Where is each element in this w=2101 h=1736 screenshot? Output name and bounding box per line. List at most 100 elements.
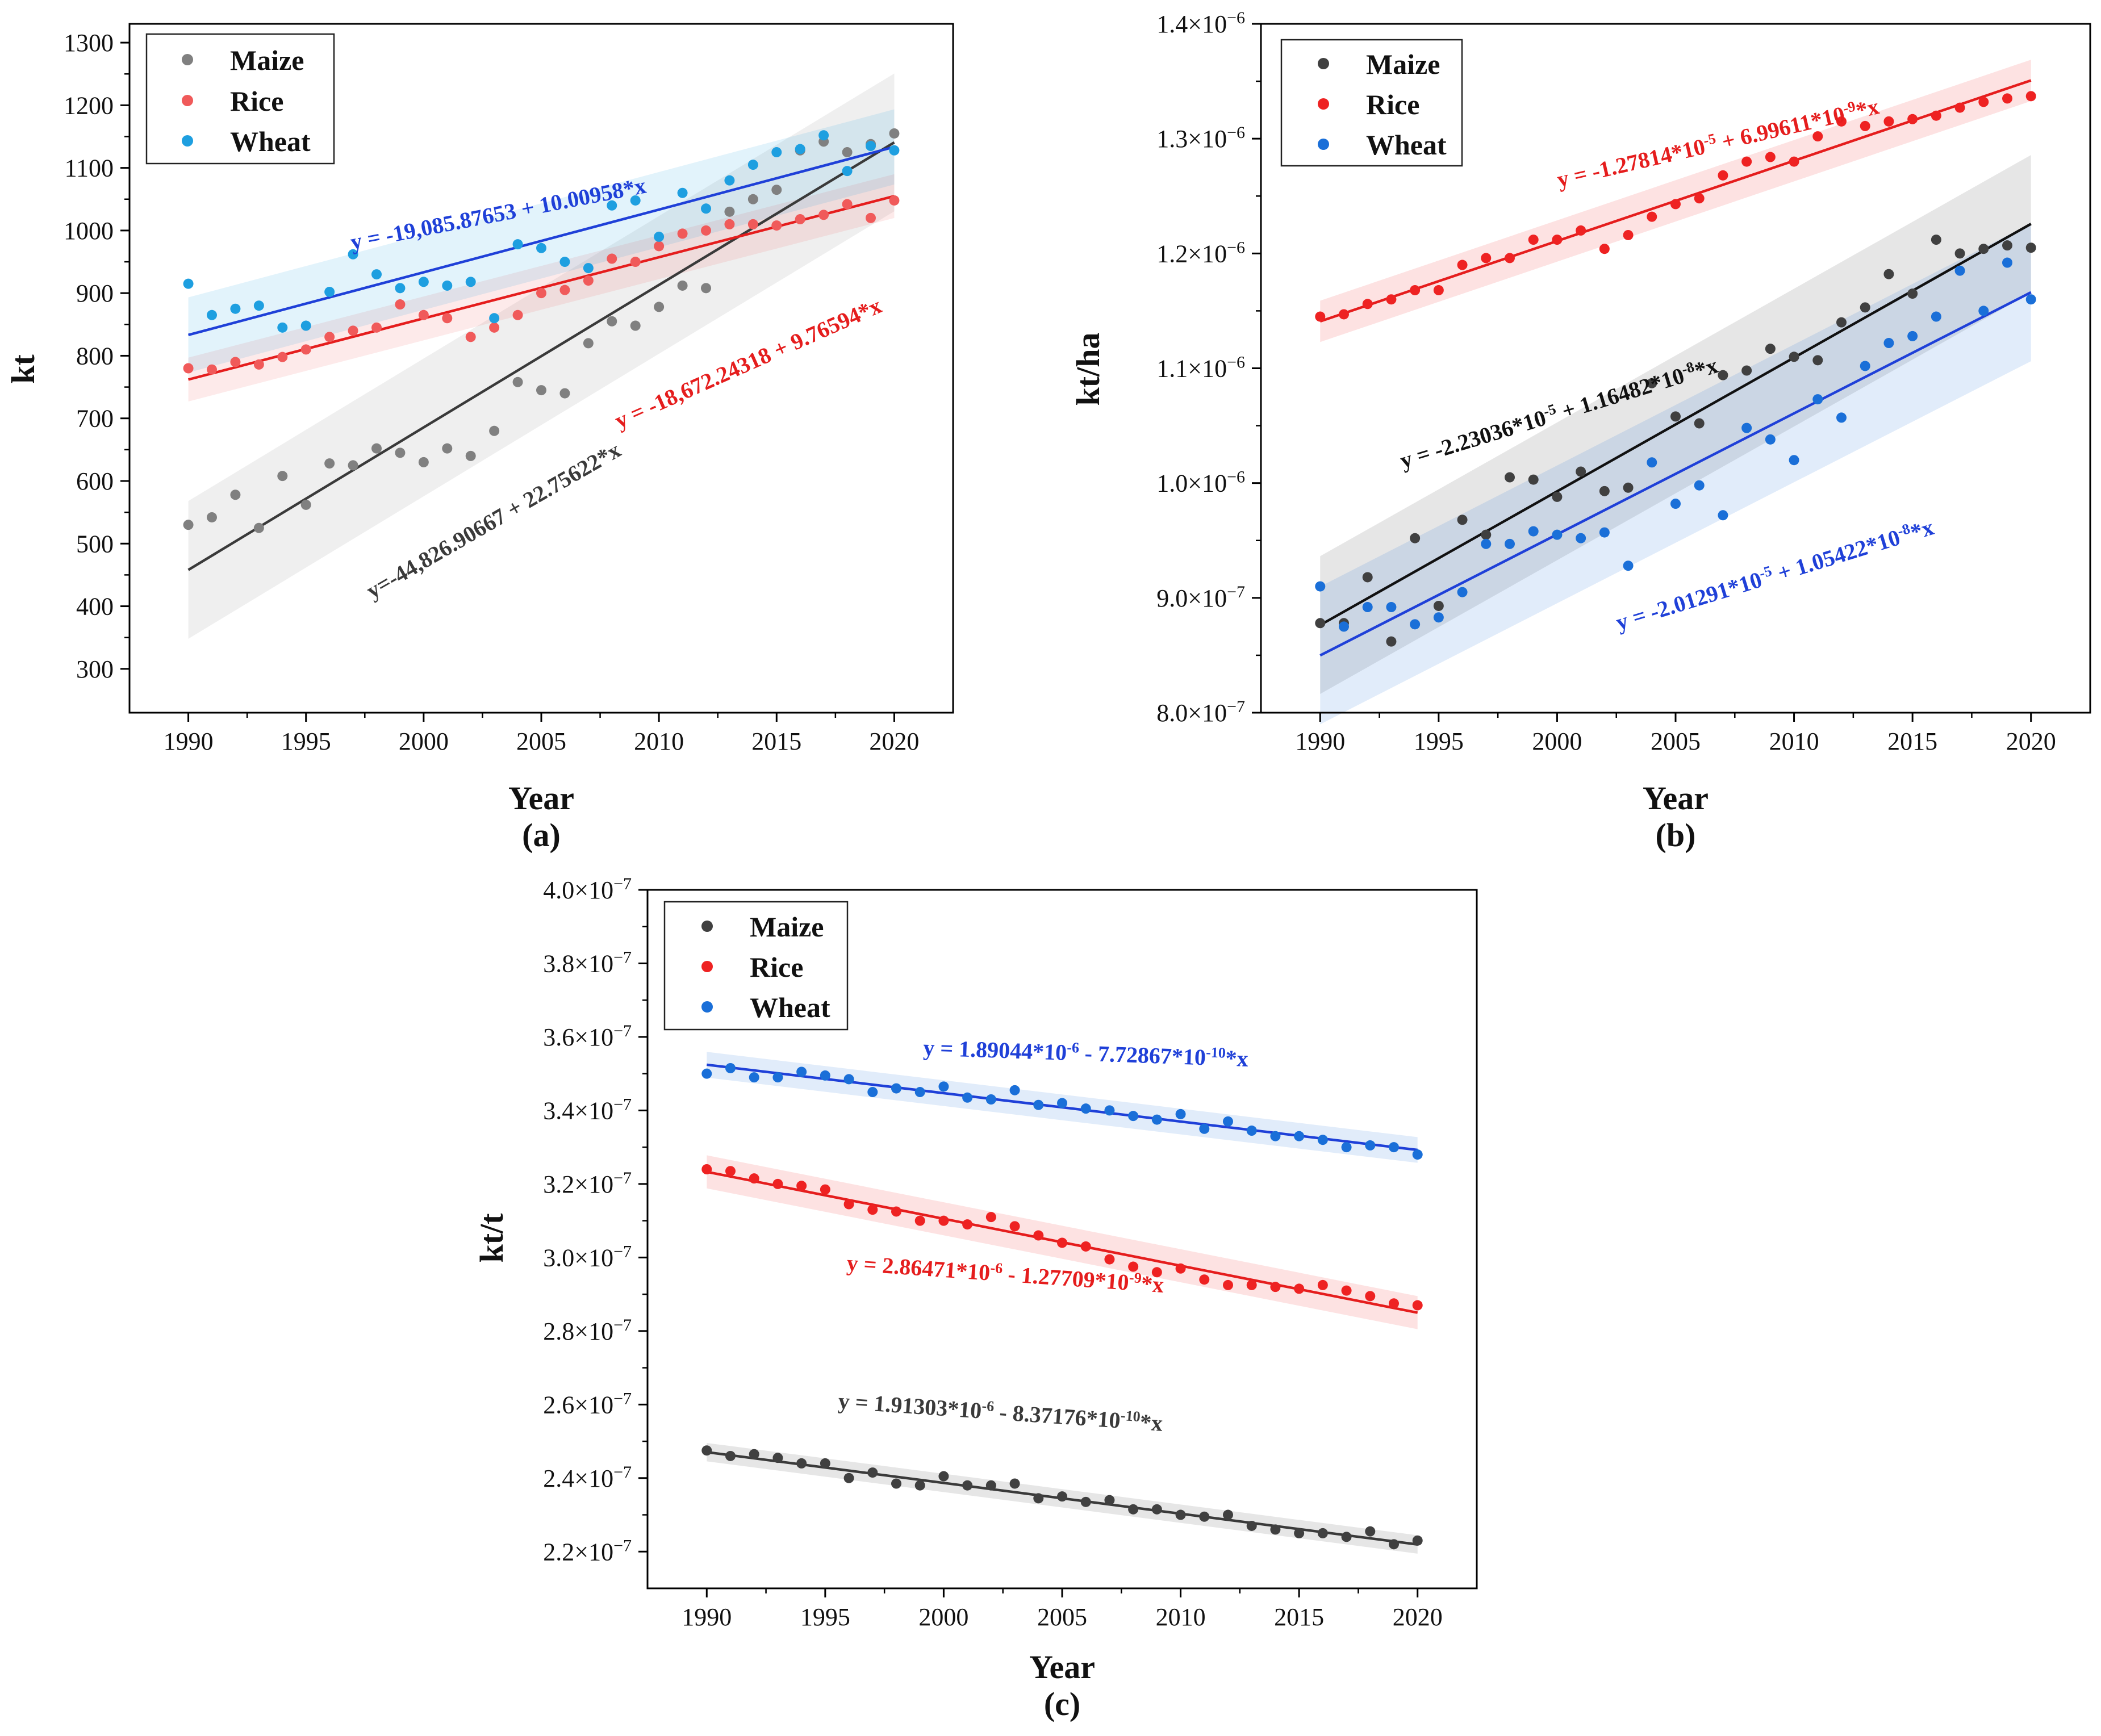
point-maize-2013	[1246, 1520, 1257, 1531]
point-wheat-2016	[1931, 311, 1941, 322]
point-maize-2008	[1128, 1504, 1139, 1515]
point-wheat-2005	[536, 242, 546, 253]
point-maize-2006	[1080, 1496, 1091, 1507]
point-rice-2007	[583, 275, 594, 286]
point-wheat-2013	[724, 175, 735, 186]
point-rice-2020	[2025, 91, 2036, 102]
point-wheat-2000	[938, 1081, 949, 1092]
legend-marker-maize	[182, 54, 193, 65]
legend-box	[1280, 39, 1463, 167]
point-maize-2017	[1954, 248, 1965, 259]
point-maize-2003	[1623, 482, 1634, 493]
point-rice-2020	[1412, 1300, 1423, 1311]
x-tick-label-2010: 2010	[634, 727, 684, 755]
point-maize-1990	[183, 520, 194, 530]
point-maize-1999	[395, 447, 406, 458]
point-maize-2000	[1552, 491, 1563, 502]
point-wheat-2020	[2025, 294, 2036, 305]
point-maize-2018	[1365, 1526, 1376, 1537]
point-wheat-2012	[701, 203, 711, 214]
point-maize-2008	[607, 316, 617, 327]
point-wheat-2019	[2002, 257, 2012, 268]
point-rice-2003	[1009, 1221, 1020, 1232]
point-rice-1996	[324, 332, 335, 342]
point-wheat-2005	[1057, 1098, 1067, 1108]
point-rice-2010	[1175, 1263, 1186, 1274]
point-wheat-2007	[1104, 1105, 1115, 1116]
point-rice-2014	[1270, 1282, 1281, 1292]
point-maize-1993	[772, 1453, 783, 1463]
point-maize-2020	[2025, 242, 2036, 253]
point-wheat-2012	[1223, 1116, 1233, 1127]
point-rice-2013	[1246, 1279, 1257, 1290]
point-maize-2011	[1199, 1511, 1210, 1522]
fit-line-maize	[187, 141, 895, 571]
point-maize-2010	[654, 302, 665, 312]
point-wheat-1994	[1410, 619, 1421, 630]
x-tick-label-1995: 1995	[281, 727, 331, 755]
point-wheat-1991	[1339, 621, 1349, 632]
point-rice-2003	[1623, 229, 1634, 240]
y-tick-label: 2.6×10−7	[543, 1389, 632, 1419]
x-axis-ticks: 1990 1995 2000 2005 2010 2015 2020	[1295, 713, 2056, 755]
point-wheat-2009	[1151, 1114, 1162, 1125]
data-points	[701, 1062, 1423, 1550]
x-axis-ticks: 1990 1995 2000 2005 2010 2015 2020	[682, 1588, 1443, 1631]
point-rice-2017	[1954, 102, 1965, 113]
point-wheat-1998	[1505, 538, 1515, 549]
point-maize-1995	[820, 1458, 830, 1469]
point-rice-2011	[677, 228, 688, 239]
point-wheat-2006	[1694, 480, 1705, 491]
y-axis-title: kt/ha	[1070, 333, 1106, 406]
x-tick-label-1990: 1990	[682, 1603, 732, 1631]
point-wheat-1990	[183, 278, 194, 289]
point-rice-2012	[1836, 116, 1847, 127]
point-rice-2017	[1341, 1285, 1352, 1296]
point-rice-1994	[277, 352, 288, 362]
point-rice-1997	[867, 1204, 878, 1215]
point-wheat-2014	[747, 160, 758, 170]
point-maize-2003	[489, 425, 500, 436]
point-maize-2004	[1033, 1493, 1044, 1504]
data-points	[1315, 91, 2036, 647]
point-maize-1994	[1410, 533, 1421, 543]
point-wheat-2015	[1294, 1131, 1305, 1141]
point-rice-2001	[962, 1219, 973, 1230]
point-maize-2019	[2002, 240, 2012, 251]
point-rice-2003	[489, 322, 500, 333]
point-wheat-2004	[1647, 457, 1657, 468]
point-wheat-2017	[1341, 1142, 1352, 1153]
panel-label: (c)	[1044, 1685, 1080, 1722]
point-rice-2011	[1812, 131, 1823, 142]
point-wheat-2008	[1741, 423, 1752, 433]
y-axis-ticks: 8.0×10−7 9.0×10−7 1.0×10−6 1.1×10−6 1.2×10−6…	[1156, 9, 1261, 727]
point-maize-1995	[1433, 600, 1444, 611]
point-rice-1994	[1410, 285, 1421, 296]
point-maize-1991	[207, 512, 217, 522]
y-tick-label: 1000	[64, 217, 114, 245]
point-wheat-2010	[1789, 455, 1799, 466]
point-rice-2008	[607, 253, 617, 264]
point-maize-1991	[725, 1450, 736, 1461]
point-wheat-1994	[277, 322, 288, 333]
legend-label-maize: Maize	[230, 44, 304, 76]
point-rice-1990	[1315, 311, 1326, 322]
x-tick-label-1990: 1990	[1295, 727, 1345, 755]
point-maize-2010	[1175, 1509, 1186, 1520]
point-wheat-1999	[1528, 526, 1539, 537]
point-maize-2013	[724, 206, 735, 217]
point-rice-2015	[1907, 114, 1918, 124]
point-wheat-2014	[1270, 1131, 1281, 1141]
point-rice-2008	[1741, 156, 1752, 167]
point-rice-2019	[866, 212, 876, 223]
point-rice-2012	[701, 225, 711, 236]
point-maize-2005	[1057, 1491, 1067, 1502]
x-axis-title: Year	[1029, 1649, 1095, 1685]
point-maize-2017	[1341, 1532, 1352, 1542]
y-tick-label: 2.8×10−7	[543, 1315, 632, 1345]
point-wheat-1999	[914, 1087, 925, 1098]
point-rice-2005	[1670, 199, 1681, 210]
point-maize-1994	[277, 471, 288, 482]
point-rice-2007	[1718, 170, 1728, 181]
point-rice-1995	[1433, 285, 1444, 296]
